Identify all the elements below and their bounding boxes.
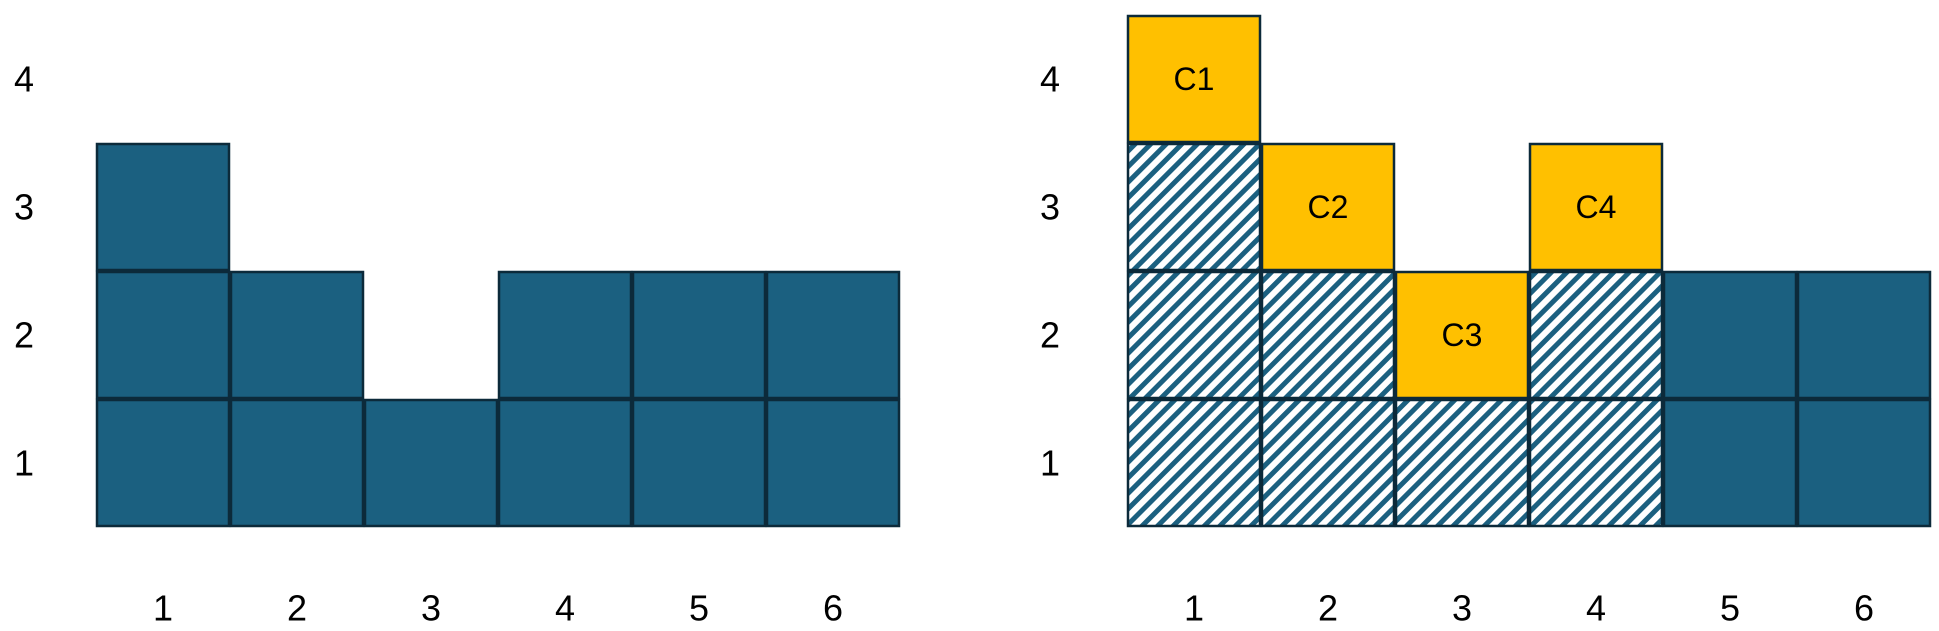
grid-cell-solid [765,270,901,400]
x-tick-label: 4 [555,588,575,629]
grid-cell-hatch [1528,270,1664,400]
y-tick-label: 3 [1040,187,1060,228]
grid-cell-solid [1662,398,1798,528]
y-tick-label: 1 [14,443,34,484]
cell-label: C1 [1174,61,1215,97]
grid-cell-solid [229,398,365,528]
x-tick-label: 4 [1586,588,1606,629]
grid-cell-hatch [1394,398,1530,528]
right-panel: 1 2 3 4 1 2 3 4 5 6 C1 C2 C3 C4 [1040,14,1932,629]
grid-cell-solid [1796,270,1932,400]
grid-cell-solid [95,398,231,528]
cell-label: C4 [1576,189,1617,225]
grid-cell-hatch [1126,270,1262,400]
y-tick-label: 1 [1040,443,1060,484]
grid-cell-highlight [1260,142,1396,272]
grid-cell-solid [765,398,901,528]
grid-cell-solid [497,398,633,528]
grid-cell-solid [497,270,633,400]
grid-cell-hatch [1260,398,1396,528]
x-tick-label: 2 [287,588,307,629]
grid-cell-highlight [1126,14,1262,144]
grid-cell-solid [95,270,231,400]
grid-cell-solid [1662,270,1798,400]
cell-label: C2 [1308,189,1349,225]
grid-cell-hatch [1126,398,1262,528]
grid-cell-hatch [1260,270,1396,400]
x-tick-label: 1 [1184,588,1204,629]
x-tick-label: 5 [1720,588,1740,629]
grid-cell-solid [95,142,231,272]
y-tick-label: 2 [14,315,34,356]
y-tick-label: 2 [1040,315,1060,356]
grid-cell-solid [1796,398,1932,528]
grid-cell-hatch [1126,142,1262,272]
grid-cell-solid [631,270,767,400]
cell-label: C3 [1442,317,1483,353]
grid-cell-hatch [1528,398,1664,528]
x-tick-label: 6 [823,588,843,629]
x-tick-label: 3 [1452,588,1472,629]
x-tick-label: 3 [421,588,441,629]
x-tick-label: 5 [689,588,709,629]
grid-cell-solid [363,398,499,528]
left-panel: 1 2 3 4 1 2 3 4 5 6 [14,59,901,629]
grid-cell-solid [631,398,767,528]
y-tick-label: 4 [1040,59,1060,100]
grid-cell-highlight [1528,142,1664,272]
x-tick-label: 2 [1318,588,1338,629]
grid-cell-highlight [1394,270,1530,400]
grid-cell-solid [229,270,365,400]
x-tick-label: 1 [153,588,173,629]
x-tick-label: 6 [1854,588,1874,629]
y-tick-label: 3 [14,187,34,228]
y-tick-label: 4 [14,59,34,100]
